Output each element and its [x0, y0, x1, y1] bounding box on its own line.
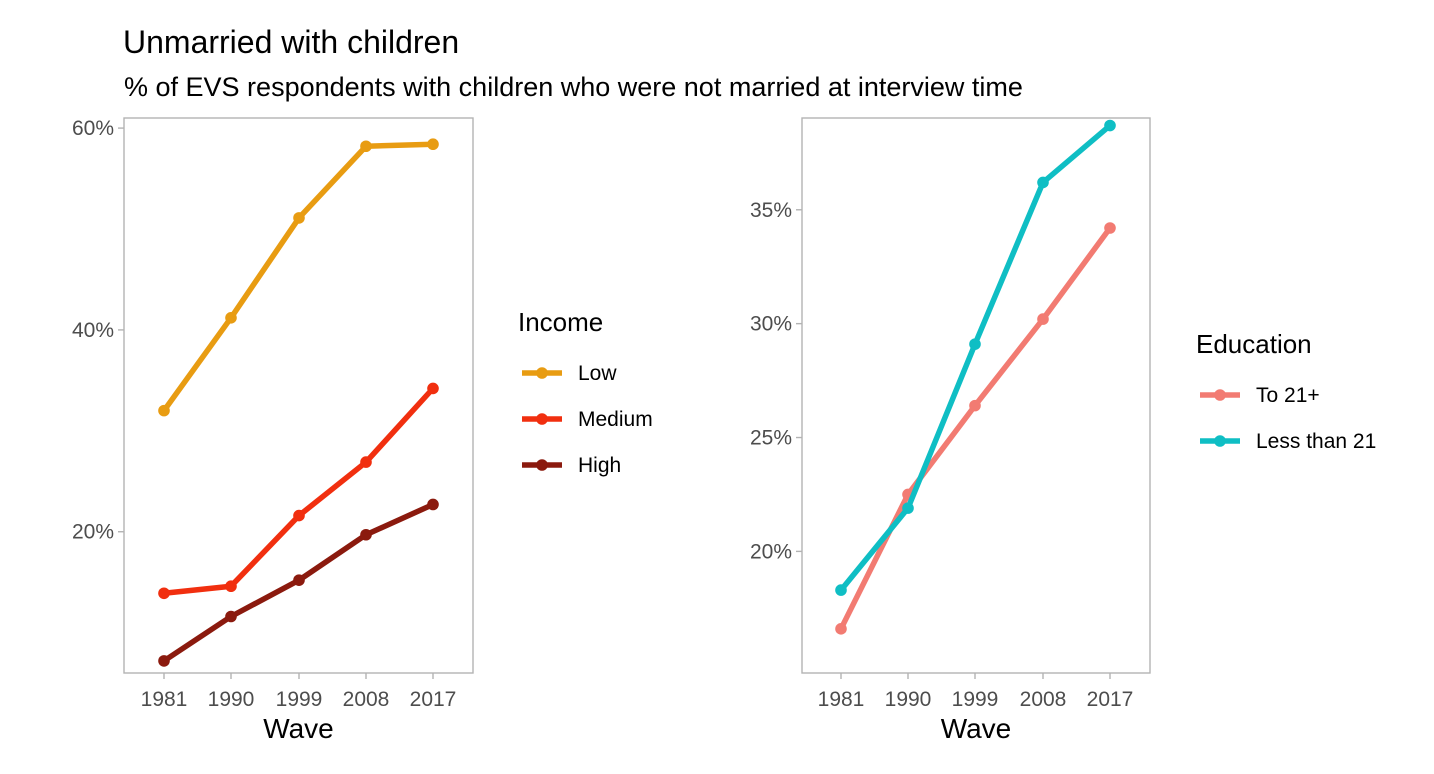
- legend-key-point: [536, 459, 548, 471]
- legend-label: To 21+: [1256, 384, 1320, 407]
- data-point: [293, 574, 305, 586]
- data-point: [427, 498, 439, 511]
- legend: Income Low Medium High: [518, 307, 653, 477]
- x-tick-label: 1999: [276, 688, 323, 711]
- y-tick-label: 60%: [72, 117, 114, 140]
- data-point: [225, 580, 237, 593]
- x-axis-title: Wave: [941, 713, 1012, 744]
- legend-label: Medium: [578, 408, 653, 431]
- legend-label: High: [578, 454, 621, 477]
- x-tick-label: 1981: [818, 688, 865, 711]
- data-point: [293, 212, 305, 224]
- y-tick-label: 25%: [750, 427, 792, 450]
- legend-title: Income: [518, 307, 603, 337]
- data-point: [1037, 176, 1049, 189]
- data-point: [427, 382, 439, 395]
- data-point: [293, 509, 305, 522]
- legend: Education To 21+ Less than 21: [1196, 329, 1376, 453]
- data-point: [835, 584, 847, 596]
- data-point: [360, 140, 372, 153]
- data-point: [1104, 222, 1116, 234]
- legend-key-point: [1214, 435, 1226, 447]
- data-point: [225, 312, 237, 324]
- x-tick-label: 1990: [885, 688, 932, 711]
- legend-label: Low: [578, 362, 617, 385]
- x-tick-label: 1999: [952, 688, 999, 711]
- x-axis-title: Wave: [263, 713, 334, 744]
- x-tick-label: 2008: [343, 688, 390, 711]
- chart-subtitle: % of EVS respondents with children who w…: [124, 72, 1023, 102]
- data-point: [225, 610, 237, 623]
- data-point: [158, 404, 170, 417]
- legend-key-point: [536, 367, 548, 379]
- x-tick-label: 2008: [1020, 688, 1067, 711]
- x-tick-label: 1981: [141, 688, 188, 711]
- plot-border: [801, 117, 1151, 674]
- data-point: [969, 399, 981, 412]
- plot-panel-2: 20% 25% 30% 35% 1981 1990 1999 2008 2017 Wave Educ…: [750, 117, 1376, 744]
- y-tick-label: 35%: [750, 199, 792, 222]
- plot-panel-1: 20% 40% 60% 1981 1990 1999 2008 2017 Wave Income L…: [72, 117, 653, 744]
- y-tick-label: 20%: [750, 540, 792, 563]
- data-point: [158, 587, 170, 600]
- data-point: [1037, 313, 1049, 325]
- legend-key-point: [536, 413, 548, 425]
- data-point: [158, 655, 170, 667]
- chart-title: Unmarried with children: [123, 24, 460, 60]
- data-point: [969, 338, 981, 350]
- legend-label: Less than 21: [1256, 430, 1376, 453]
- legend-key-point: [1214, 389, 1226, 401]
- data-point: [427, 138, 439, 151]
- y-tick-label: 20%: [72, 521, 114, 544]
- data-point: [360, 456, 372, 468]
- y-tick-label: 40%: [72, 319, 114, 342]
- legend-title: Education: [1196, 329, 1312, 359]
- x-tick-label: 2017: [1087, 688, 1134, 711]
- y-tick-label: 30%: [750, 313, 792, 336]
- data-point: [360, 528, 372, 541]
- data-point: [1104, 119, 1116, 132]
- data-point: [902, 502, 914, 514]
- data-point: [835, 623, 847, 635]
- x-tick-label: 1990: [208, 688, 255, 711]
- x-tick-label: 2017: [410, 688, 457, 711]
